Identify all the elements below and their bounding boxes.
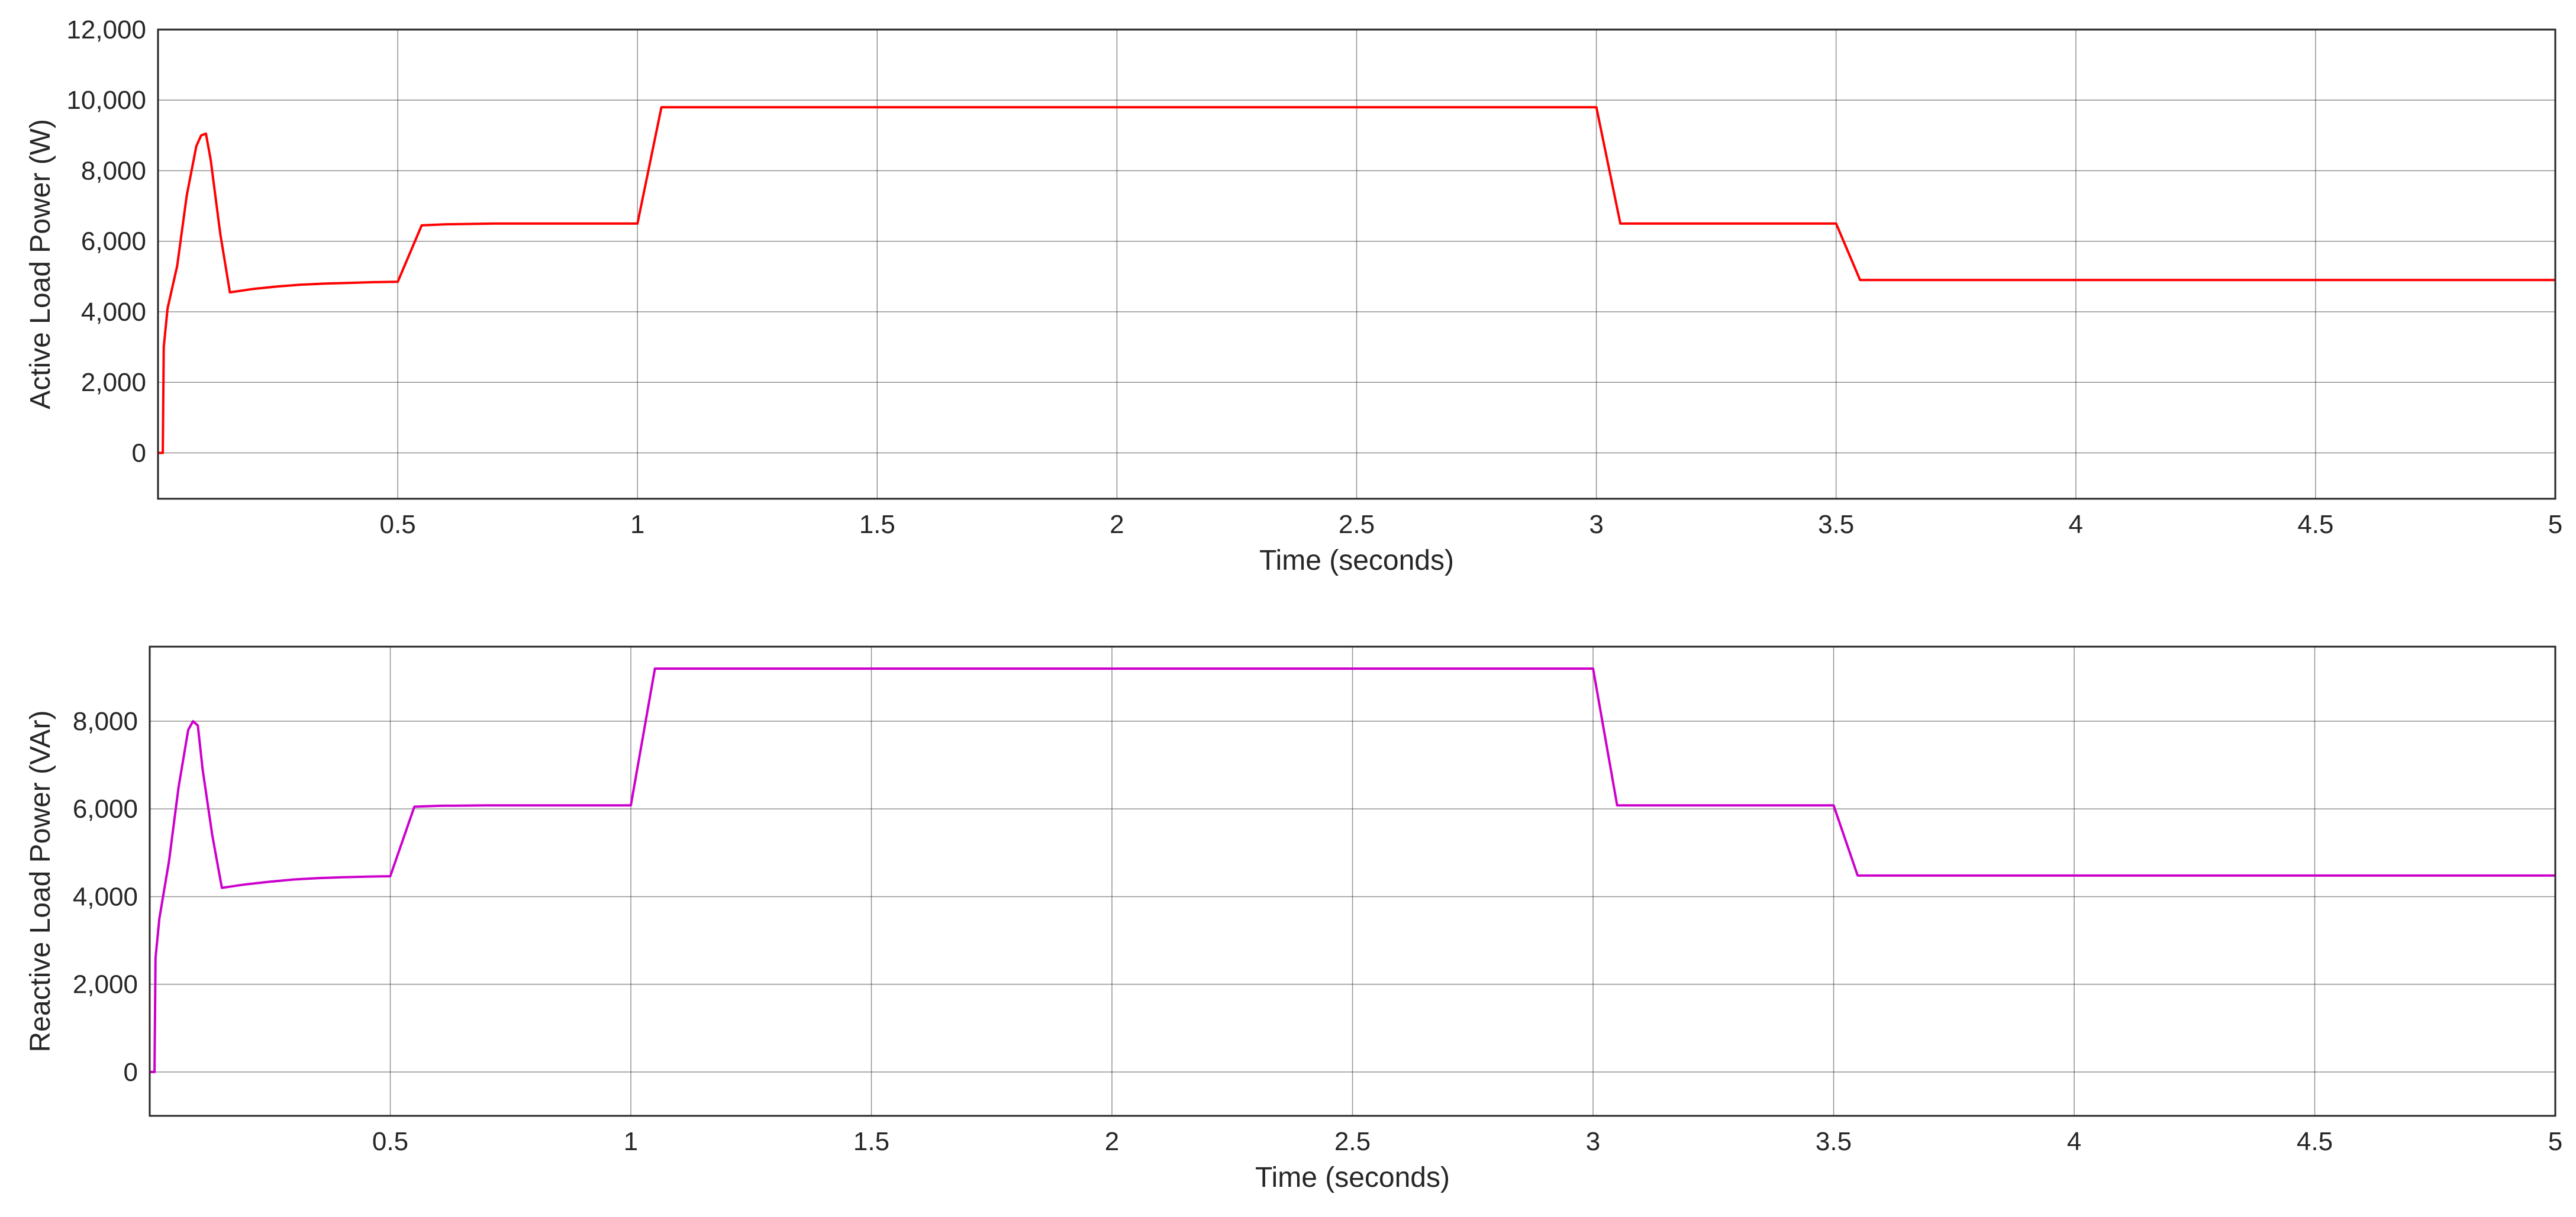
chart-0-series-line-0 [158, 106, 2555, 454]
chart-0-xtick-label-5: 3 [1589, 510, 1603, 539]
chart-1-axes-frame [149, 645, 2556, 1117]
reactive-power-plot: 0.5 1 1.5 2 2.5 3 3.5 4 4.5 5 0 2,000 4,000 6,000 8,00… [25, 645, 2562, 1193]
chart-1-ytick-label-2: 4,000 [73, 882, 138, 911]
chart-0-ytick-label-4: 8,000 [81, 156, 146, 185]
chart-0-ytick-label-0: 0 [132, 438, 146, 467]
chart-0-xtick-label-1: 1 [630, 510, 644, 539]
chart-0-ytick-label-5: 10,000 [66, 86, 146, 115]
chart-1-x-axis-label: Time (seconds) [1255, 1162, 1450, 1193]
chart-0-xtick-label-3: 2 [1110, 510, 1124, 539]
chart-0-xtick-label-8: 4.5 [2297, 510, 2333, 539]
chart-1-xtick-label-2: 1.5 [853, 1127, 889, 1156]
chart-1-ytick-label-1: 2,000 [73, 970, 138, 999]
chart-0-ytick-label-3: 6,000 [81, 227, 146, 256]
chart-0-ytick-label-1: 2,000 [81, 368, 146, 397]
chart-1-xtick-label-0: 0.5 [372, 1127, 408, 1156]
chart-1-y-axis-label: Reactive Load Power (VAr) [25, 710, 56, 1052]
chart-0-ytick-label-6: 12,000 [66, 15, 146, 44]
chart-0-xtick-label-9: 5 [2548, 510, 2562, 539]
chart-1-xtick-label-6: 3.5 [1816, 1127, 1852, 1156]
chart-0-xtick-label-4: 2.5 [1339, 510, 1375, 539]
chart-1-xtick-label-1: 1 [624, 1127, 638, 1156]
chart-1-ytick-label-0: 0 [124, 1058, 138, 1087]
chart-0-ytick-label-2: 4,000 [81, 298, 146, 327]
chart-0-xtick-label-7: 4 [2069, 510, 2083, 539]
chart-0-x-axis-label: Time (seconds) [1259, 545, 1454, 576]
chart-1-ytick-label-4: 8,000 [73, 707, 138, 736]
chart-1-ytick-label-3: 6,000 [73, 795, 138, 824]
chart-1-xtick-label-7: 4 [2067, 1127, 2081, 1156]
chart-1-xtick-label-4: 2.5 [1334, 1127, 1371, 1156]
chart-0-xtick-label-2: 1.5 [859, 510, 895, 539]
chart-1-xtick-label-5: 3 [1586, 1127, 1600, 1156]
chart-0-axes-frame [157, 28, 2556, 500]
active-power-plot: 0.5 1 1.5 2 2.5 3 3.5 4 4.5 5 0 2,000 4,000 6,000 8,00… [25, 15, 2562, 576]
chart-1-series-line-0 [150, 667, 2555, 1073]
chart-1-xtick-label-8: 4.5 [2297, 1127, 2333, 1156]
chart-1-xtick-label-3: 2 [1105, 1127, 1119, 1156]
chart-0-xtick-label-0: 0.5 [380, 510, 416, 539]
chart-0-y-axis-label: Active Load Power (W) [25, 119, 56, 409]
chart-1-xtick-label-9: 5 [2548, 1127, 2562, 1156]
chart-0-xtick-label-6: 3.5 [1818, 510, 1854, 539]
